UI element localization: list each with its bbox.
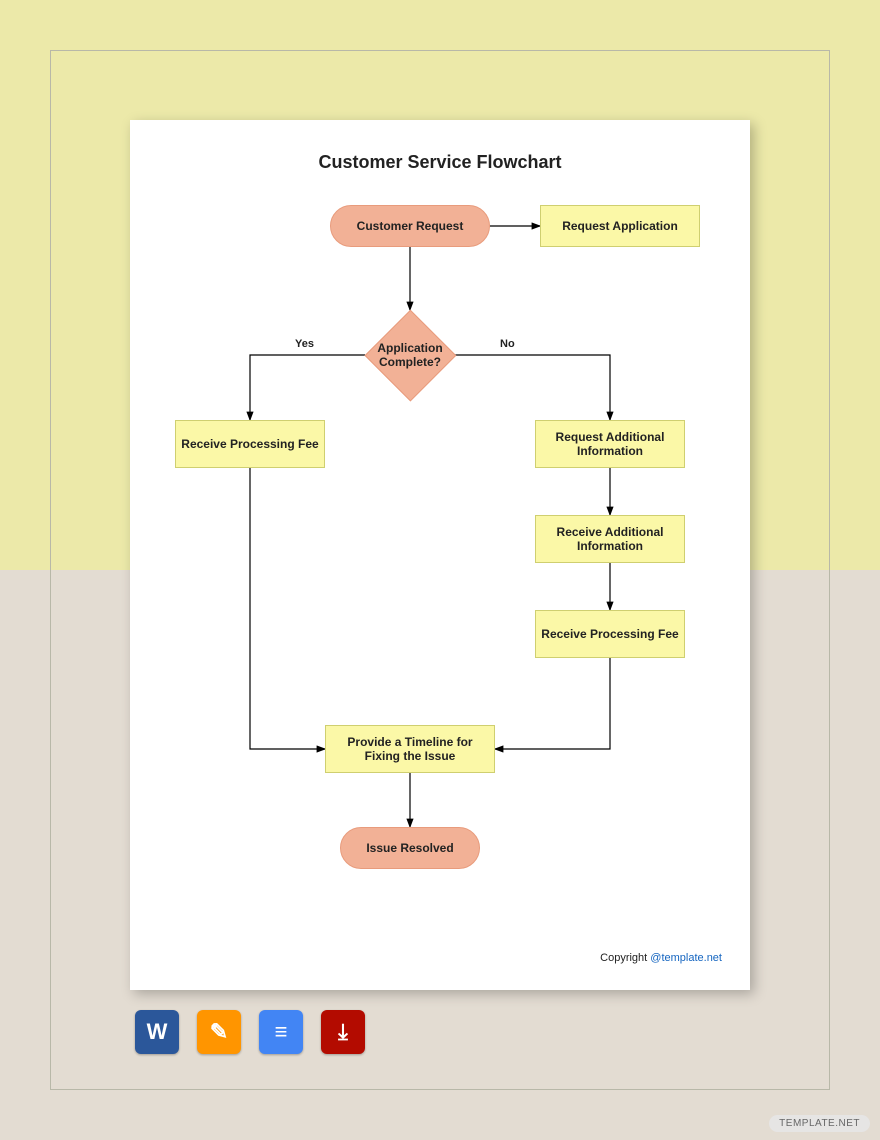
document-page: Customer Service Flowchart Copyright @te… <box>130 120 750 990</box>
copyright-link[interactable]: @template.net <box>650 952 722 964</box>
pdf-icon[interactable]: ⤓ <box>321 1010 365 1054</box>
watermark-badge: TEMPLATE.NET <box>769 1115 870 1132</box>
format-icon-row: W ✎ ≡ ⤓ <box>135 1010 365 1054</box>
decision-label: Application Complete? <box>365 310 455 400</box>
copyright-text: Copyright <box>600 952 650 964</box>
process-node: Request Application <box>540 205 700 247</box>
edge-label: No <box>500 338 515 350</box>
process-node: Request Additional Information <box>535 420 685 468</box>
process-node: Provide a Timeline for Fixing the Issue <box>325 725 495 773</box>
process-node: Receive Processing Fee <box>175 420 325 468</box>
edge-label: Yes <box>295 338 314 350</box>
terminator-node: Issue Resolved <box>340 827 480 869</box>
copyright-line: Copyright @template.net <box>600 952 722 964</box>
gdocs-icon[interactable]: ≡ <box>259 1010 303 1054</box>
word-icon[interactable]: W <box>135 1010 179 1054</box>
process-node: Receive Processing Fee <box>535 610 685 658</box>
process-node: Receive Additional Information <box>535 515 685 563</box>
pages-icon[interactable]: ✎ <box>197 1010 241 1054</box>
terminator-node: Customer Request <box>330 205 490 247</box>
